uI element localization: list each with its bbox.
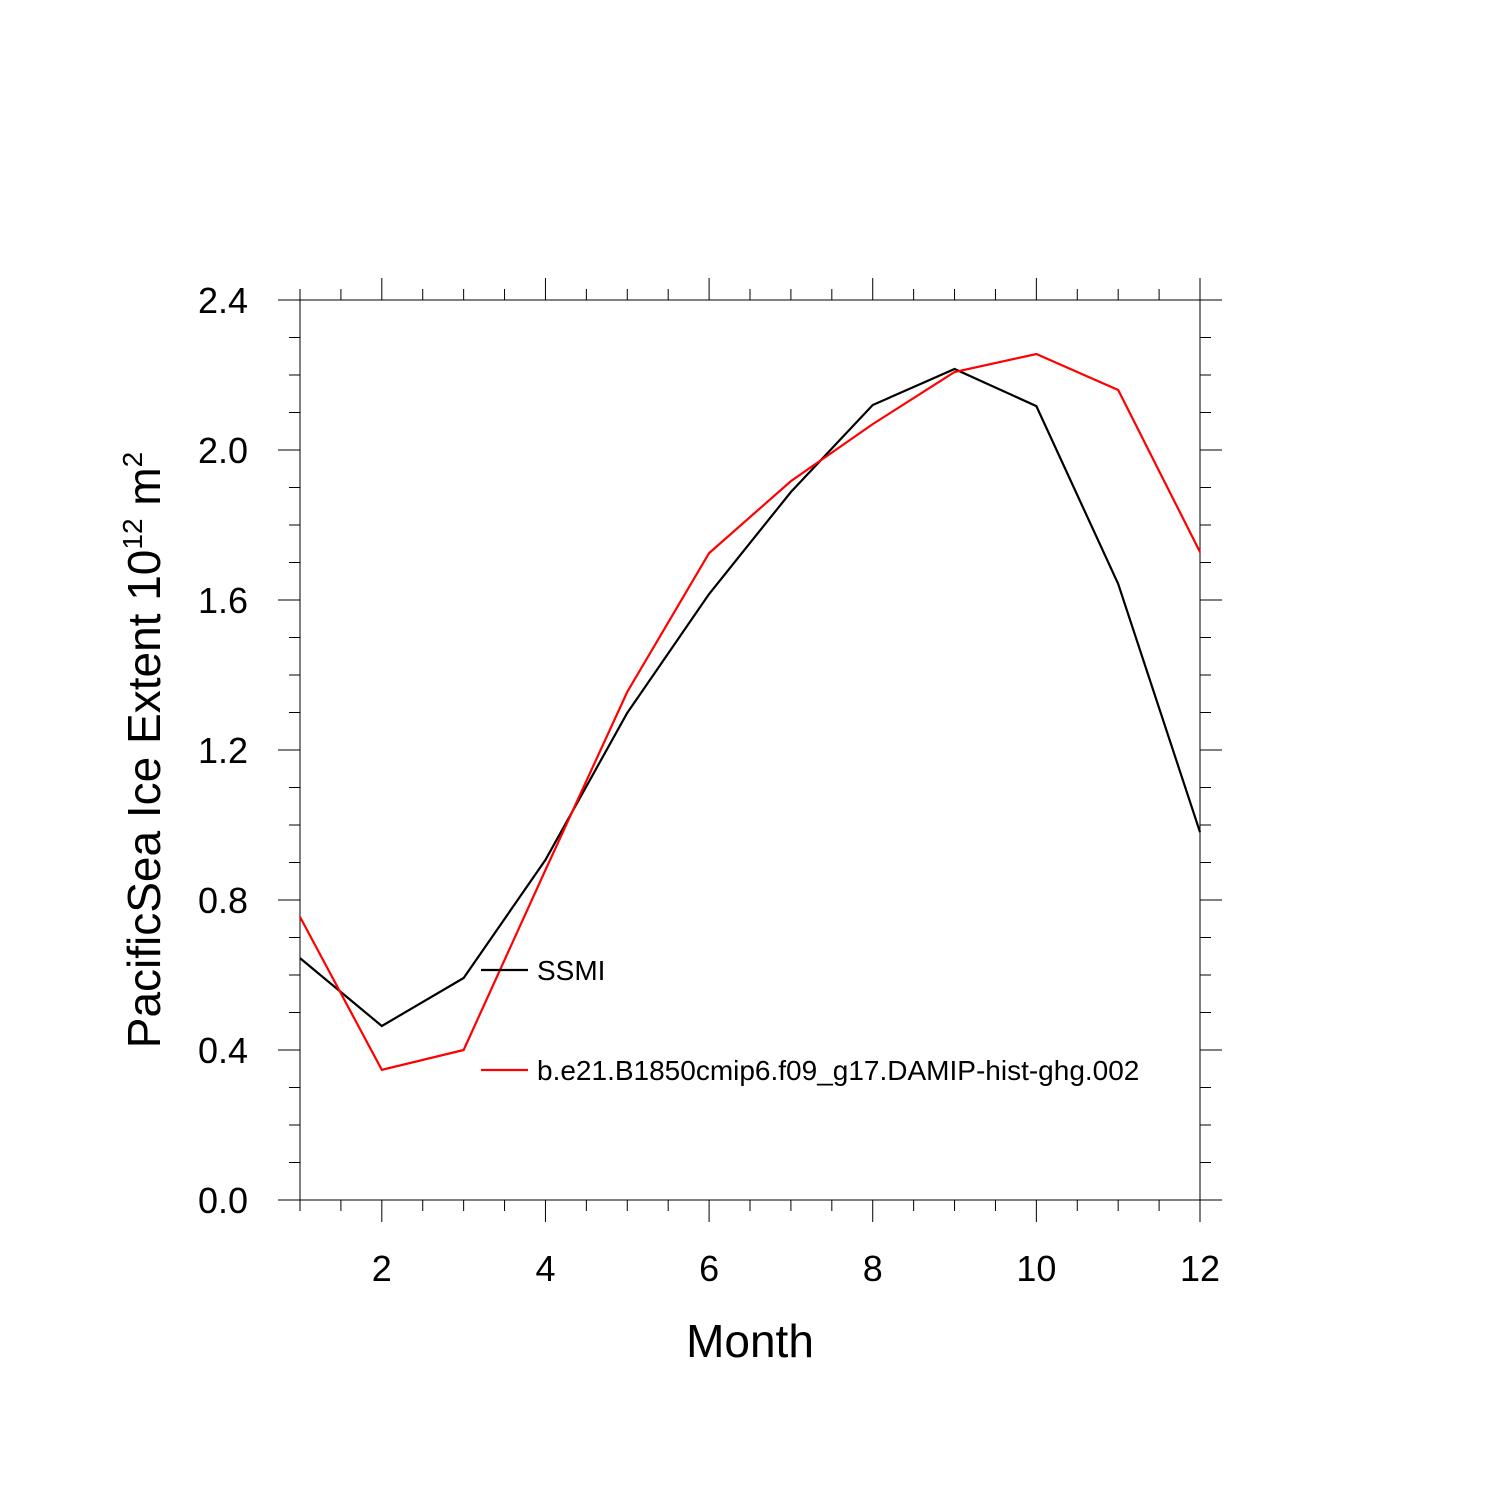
legend: SSMI b.e21.B1850cmip6.f09_g17.DAMIP-hist-…	[481, 955, 1139, 1086]
x-tick-labels: 2 4 6 8 10 12	[372, 1248, 1220, 1289]
x-tick-label: 4	[535, 1248, 555, 1289]
y-tick-label: 2.4	[198, 280, 248, 321]
y-tick-label: 2.0	[198, 430, 248, 471]
y-tick-labels: 0.0 0.4 0.8 1.2 1.6 2.0 2.4	[198, 280, 248, 1221]
legend-label: b.e21.B1850cmip6.f09_g17.DAMIP-hist-ghg.…	[537, 1055, 1139, 1086]
x-tick-label: 12	[1180, 1248, 1220, 1289]
y-tick-label: 0.0	[198, 1180, 248, 1221]
y-tick-label: 0.8	[198, 880, 248, 921]
series-line-ssmi	[299, 367, 1202, 1028]
y-tick-label: 1.2	[198, 730, 248, 771]
x-tick-label: 2	[372, 1248, 392, 1289]
series-line-model	[299, 352, 1201, 1072]
y-tick-label: 1.6	[198, 580, 248, 621]
axis-ticks	[278, 278, 1222, 1222]
legend-label: SSMI	[537, 955, 605, 986]
plot-frame	[299, 299, 1201, 1201]
x-axis-label: Month	[686, 1315, 814, 1367]
x-tick-label: 6	[699, 1248, 719, 1289]
y-tick-label: 0.4	[198, 1030, 248, 1071]
y-axis-label: PacificSea Ice Extent 1012 m2	[117, 452, 170, 1048]
x-tick-label: 10	[1016, 1248, 1056, 1289]
series-lines	[299, 352, 1202, 1072]
x-tick-label: 8	[863, 1248, 883, 1289]
